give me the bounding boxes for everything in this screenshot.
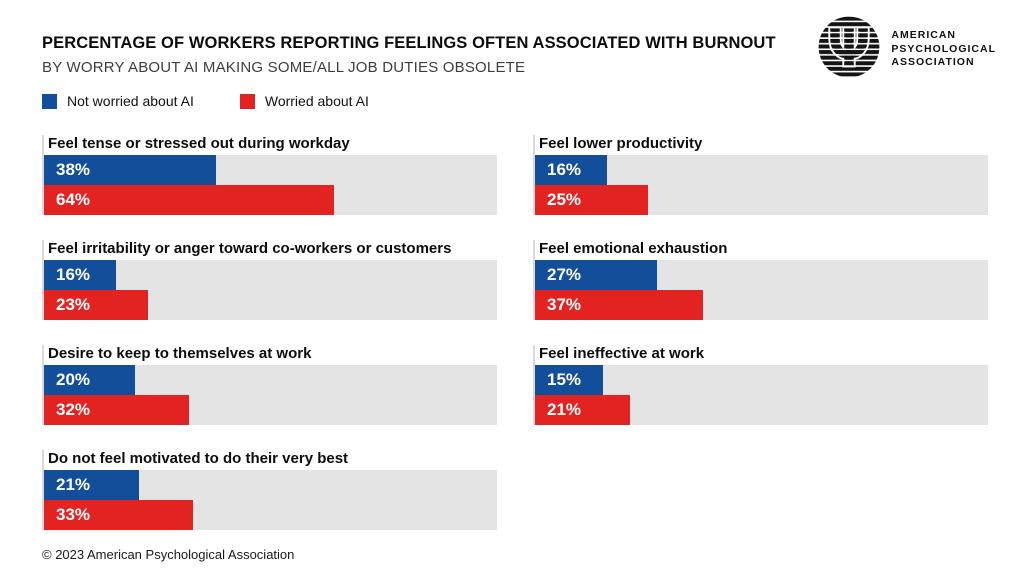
bar-value-label: 21%	[547, 400, 582, 419]
bar-not-worried: 15%	[535, 365, 603, 395]
bar-value-label: 38%	[56, 160, 91, 179]
chart-group: Do not feel motivated to do their very b…	[42, 450, 497, 530]
group-title: Feel emotional exhaustion	[539, 240, 728, 257]
bar-worried: 25%	[535, 185, 649, 215]
chart-group: Desire to keep to themselves at work 20%…	[42, 345, 497, 425]
chart-group: Feel lower productivity 16% 25%	[533, 135, 988, 215]
bar-value-label: 16%	[547, 160, 582, 179]
bar-not-worried: 21%	[44, 470, 140, 500]
chart-group: Feel ineffective at work 15% 21%	[533, 345, 988, 425]
org-name-line3: ASSOCIATION	[891, 56, 975, 69]
legend-item-worried: Worried about AI	[239, 93, 369, 109]
org-name: AMERICAN PSYCHOLOGICAL ASSOCIATION	[891, 29, 996, 70]
legend-swatch-not-worried-icon	[42, 93, 57, 109]
group-title: Do not feel motivated to do their very b…	[48, 450, 349, 467]
chart-column-left: Feel tense or stressed out during workda…	[42, 135, 497, 555]
group-title: Feel tense or stressed out during workda…	[48, 135, 350, 152]
org-name-line1: AMERICAN	[891, 29, 956, 42]
bar-value-label: 25%	[547, 190, 582, 209]
legend-swatch-worried-icon	[239, 93, 255, 109]
bar-track: 16% 25%	[535, 155, 988, 215]
bar-track: 38% 64%	[44, 155, 497, 215]
psi-circle-icon: Ψ	[818, 16, 880, 83]
chart-subtitle: BY WORRY ABOUT AI MAKING SOME/ALL JOB DU…	[42, 59, 526, 76]
bar-value-label: 16%	[56, 265, 91, 284]
bar-track: 27% 37%	[535, 260, 988, 320]
apa-logo: Ψ AMERICAN PSYCHOLOGICAL ASSOCIATION	[818, 16, 996, 83]
bar-value-label: 27%	[547, 265, 582, 284]
bar-worried: 32%	[44, 395, 189, 425]
bar-value-label: 64%	[56, 190, 91, 209]
chart-group: Feel emotional exhaustion 27% 37%	[533, 240, 988, 320]
bar-worried: 64%	[44, 185, 334, 215]
bar-not-worried: 20%	[44, 365, 135, 395]
chart-group: Feel tense or stressed out during workda…	[42, 135, 497, 215]
bar-not-worried: 16%	[535, 155, 608, 185]
group-title: Feel ineffective at work	[539, 345, 705, 362]
bar-track: 15% 21%	[535, 365, 988, 425]
bar-value-label: 33%	[56, 505, 91, 524]
bar-value-label: 37%	[547, 295, 582, 314]
chart-column-right: Feel lower productivity 16% 25% Feel emo…	[533, 135, 988, 450]
group-title: Feel irritability or anger toward co-wor…	[48, 240, 452, 257]
group-title: Desire to keep to themselves at work	[48, 345, 312, 362]
bar-value-label: 32%	[56, 400, 91, 419]
page-root: PERCENTAGE OF WORKERS REPORTING FEELINGS…	[42, 34, 988, 562]
legend-label-not-worried: Not worried about AI	[67, 93, 194, 109]
legend: Not worried about AI Worried about AI	[42, 93, 982, 109]
bar-worried: 33%	[44, 500, 194, 530]
bar-track: 16% 23%	[44, 260, 497, 320]
bar-value-label: 21%	[56, 475, 91, 494]
bar-value-label: 23%	[56, 295, 91, 314]
bar-not-worried: 16%	[44, 260, 117, 290]
org-name-line2: PSYCHOLOGICAL	[891, 42, 996, 55]
chart-group: Feel irritability or anger toward co-wor…	[42, 240, 497, 320]
legend-label-worried: Worried about AI	[264, 93, 369, 109]
bar-value-label: 20%	[56, 370, 91, 389]
group-title: Feel lower productivity	[539, 135, 703, 152]
copyright-text: © 2023 American Psychological Associatio…	[42, 547, 295, 562]
bar-track: 20% 32%	[44, 365, 497, 425]
bar-worried: 23%	[44, 290, 149, 320]
svg-text:Ψ: Ψ	[828, 19, 871, 78]
bar-track: 21% 33%	[44, 470, 497, 530]
bar-worried: 21%	[535, 395, 631, 425]
chart-title: PERCENTAGE OF WORKERS REPORTING FEELINGS…	[42, 34, 776, 52]
chart-grid: Feel tense or stressed out during workda…	[42, 135, 988, 555]
legend-item-not-worried: Not worried about AI	[42, 93, 194, 109]
bar-not-worried: 38%	[44, 155, 217, 185]
bar-not-worried: 27%	[535, 260, 658, 290]
bar-value-label: 15%	[547, 370, 582, 389]
bar-worried: 37%	[535, 290, 703, 320]
